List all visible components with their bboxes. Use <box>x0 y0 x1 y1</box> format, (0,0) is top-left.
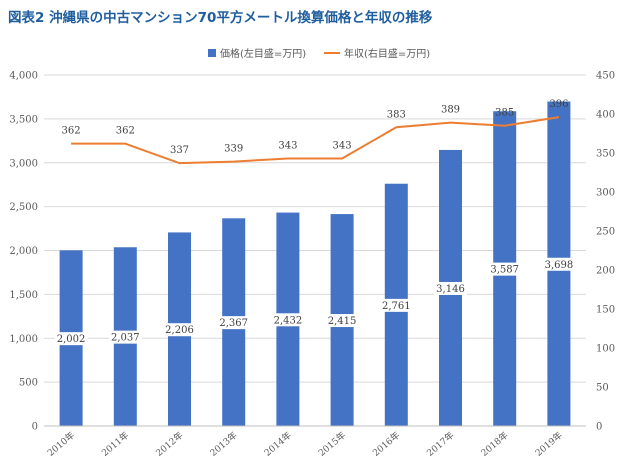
left-tick-label: 3,000 <box>9 158 38 169</box>
left-tick-label: 1,500 <box>9 290 38 301</box>
legend-bar-swatch <box>208 49 216 57</box>
left-tick-label: 4,000 <box>9 71 38 82</box>
left-tick-label: 1,000 <box>9 334 38 345</box>
right-tick-label: 300 <box>596 188 615 199</box>
bar-label-bg <box>434 281 467 295</box>
right-tick-label: 100 <box>596 344 615 355</box>
right-tick-label: 450 <box>596 71 615 82</box>
left-tick-label: 0 <box>32 422 38 433</box>
line-label: 362 <box>62 126 81 137</box>
bar-label: 2,037 <box>111 333 140 344</box>
x-tick-label: 2011年 <box>99 429 131 459</box>
legend: 価格(左目盛=万円) 年収(右目盛=万円) <box>208 47 430 60</box>
x-tick-label: 2015年 <box>316 429 348 459</box>
right-tick-label: 50 <box>596 383 609 394</box>
line-labels: 362 362 337 339 343 343 383 389 385 396 <box>62 99 569 156</box>
bar-label: 2,761 <box>382 301 411 312</box>
bar-label-bg <box>542 257 576 271</box>
bar-label: 2,432 <box>274 315 303 326</box>
bar-label-bg <box>217 316 251 330</box>
bar-label: 3,698 <box>545 260 574 271</box>
x-tick-label: 2019年 <box>533 429 565 459</box>
right-tick-label: 350 <box>596 149 615 160</box>
line-label: 389 <box>441 105 460 116</box>
income-line-path <box>71 116 560 165</box>
line-label: 337 <box>170 145 189 156</box>
income-line <box>71 116 560 165</box>
line-label: 385 <box>495 108 514 119</box>
line-label: 383 <box>387 109 406 120</box>
bar-label-bg <box>325 314 359 328</box>
x-tick-label: 2012年 <box>153 429 185 459</box>
bar-label: 3,587 <box>490 265 519 276</box>
chart-title: 図表2 沖縄県の中古マンション70平方メートル換算価格と年収の推移 <box>8 10 433 26</box>
right-tick-label: 0 <box>596 422 602 433</box>
bar-label-bg <box>54 332 88 346</box>
line-label: 396 <box>549 99 568 110</box>
right-tick-label: 250 <box>596 227 615 238</box>
x-tick-label: 2013年 <box>207 429 239 459</box>
line-label: 339 <box>224 144 243 155</box>
bar-label-bg <box>271 313 305 327</box>
right-tick-label: 150 <box>596 305 615 316</box>
x-tick-label: 2017年 <box>424 429 456 459</box>
bar-labels: 2,002 2,037 2,206 2,367 2,432 2,415 2,761 3,146… <box>54 257 576 346</box>
bar-label: 3,146 <box>436 284 465 295</box>
left-tick-label: 3,500 <box>9 114 38 125</box>
bar-label: 2,415 <box>328 316 357 327</box>
right-tick-label: 400 <box>596 110 615 121</box>
left-tick-label: 500 <box>19 378 38 389</box>
bar-label-bg <box>163 323 196 337</box>
bar-label: 2,206 <box>165 325 194 336</box>
bar-label: 2,002 <box>57 334 86 345</box>
bar-label-bg <box>379 298 413 312</box>
x-tick-label: 2016年 <box>370 429 402 459</box>
axes: 0 500 1,000 1,500 2,000 2,500 3,000 3,500 4,000 0… <box>9 71 615 459</box>
x-tick-label: 2014年 <box>262 429 294 459</box>
bar-label: 2,367 <box>219 318 248 329</box>
legend-bar-label: 価格(左目盛=万円) <box>220 47 306 60</box>
bar-label-bg <box>108 330 142 344</box>
right-tick-label: 200 <box>596 266 615 277</box>
line-label: 362 <box>116 126 135 137</box>
x-tick-label: 2010年 <box>45 429 77 459</box>
bar-label-bg <box>488 262 522 276</box>
x-tick-label: 2018年 <box>478 429 510 459</box>
line-label: 343 <box>333 140 352 151</box>
legend-line-label: 年収(右目盛=万円) <box>344 47 430 60</box>
left-tick-label: 2,500 <box>9 202 38 213</box>
line-label: 343 <box>278 140 297 151</box>
left-tick-label: 2,000 <box>9 246 38 257</box>
